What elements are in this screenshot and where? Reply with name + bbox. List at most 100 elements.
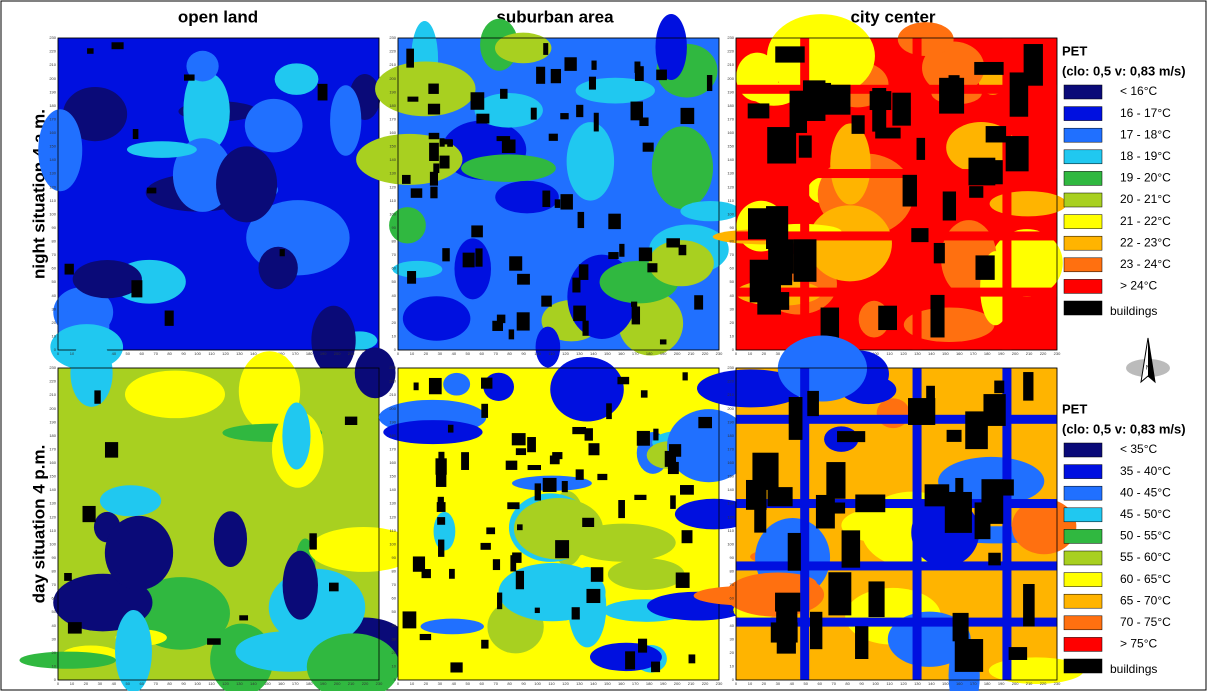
map-axis-tick-label: 150	[942, 681, 949, 686]
building	[826, 462, 845, 499]
building	[597, 474, 607, 480]
map-axis-tick-label: 160	[727, 130, 734, 135]
map-axis-tick-label: 180	[646, 681, 653, 686]
map-patch	[19, 652, 115, 669]
map-axis-tick-label: 150	[604, 681, 611, 686]
legend-label: 65 - 70°C	[1120, 593, 1171, 607]
map-axis-tick-label: 30	[392, 636, 397, 641]
map-axis-tick-label: 160	[618, 681, 625, 686]
building	[541, 296, 552, 307]
column-title: suburban area	[496, 7, 614, 26]
building	[608, 214, 621, 229]
building	[576, 105, 583, 117]
map-axis-tick-label: 140	[590, 681, 597, 686]
building	[911, 228, 928, 242]
map-axis-tick-label: 20	[52, 650, 57, 655]
building	[402, 175, 411, 184]
building	[429, 133, 440, 139]
map-axis-tick-label: 170	[49, 446, 56, 451]
building	[837, 431, 865, 442]
legend-title: PET	[1062, 43, 1087, 58]
building	[579, 264, 589, 280]
building	[638, 639, 647, 653]
map-axis-tick-label: 170	[727, 446, 734, 451]
legend-label: 18 - 19°C	[1120, 149, 1171, 163]
map-axis-tick-label: 80	[507, 681, 512, 686]
building	[930, 295, 944, 338]
map-axis-tick-label: 100	[49, 541, 56, 546]
map-axis-tick-label: 150	[604, 351, 611, 356]
map-axis-tick-label: 150	[727, 474, 734, 479]
building	[618, 500, 625, 518]
map-axis-tick-label: 50	[52, 279, 57, 284]
map-axis-tick-label: 50	[126, 351, 131, 356]
building	[1009, 647, 1028, 660]
map-axis-tick-label: 180	[727, 103, 734, 108]
building	[438, 497, 444, 504]
map-axis-tick-label: 50	[52, 609, 57, 614]
building	[676, 573, 690, 588]
building	[660, 339, 667, 344]
legend-label: 60 - 65°C	[1120, 572, 1171, 586]
map-axis-tick-label: 220	[1040, 351, 1047, 356]
building	[818, 503, 846, 514]
building	[1023, 372, 1033, 401]
map-axis-tick-label: 170	[389, 446, 396, 451]
map-axis-tick-label: 130	[389, 501, 396, 506]
building	[318, 84, 328, 101]
map-axis-tick-label: 180	[984, 351, 991, 356]
map-axis-tick-label: 210	[1026, 681, 1033, 686]
building	[872, 88, 886, 132]
building	[345, 417, 357, 425]
legend-swatch	[1064, 616, 1102, 630]
legend-swatch	[1064, 551, 1102, 565]
map-axis-tick-label: 140	[928, 351, 935, 356]
legend-swatch	[1064, 215, 1102, 229]
map-panel: 0010102020303040405050606070708080909010…	[694, 336, 1084, 691]
map-axis-tick-label: 190	[320, 351, 327, 356]
map-axis-tick-label: 210	[348, 681, 355, 686]
building	[509, 329, 514, 339]
map-axis-tick-label: 100	[389, 541, 396, 546]
map-axis-tick-label: 210	[49, 392, 56, 397]
map-axis-tick-label: 120	[222, 351, 229, 356]
building	[133, 129, 139, 139]
building	[639, 247, 652, 261]
map-axis-tick-label: 90	[859, 681, 864, 686]
building	[666, 238, 680, 247]
building	[535, 483, 541, 500]
map-axis-tick-label: 200	[1012, 681, 1019, 686]
building	[543, 43, 548, 55]
building	[770, 292, 789, 310]
map-axis-tick-label: 0	[735, 351, 738, 356]
legend-swatch	[1064, 193, 1102, 207]
building	[1024, 44, 1043, 86]
building	[535, 608, 540, 613]
map-panel: 0010102020303040405050606070708080909010…	[379, 357, 754, 686]
map-axis-tick-label: 200	[1012, 351, 1019, 356]
legend-swatch	[1064, 301, 1102, 315]
map-axis-tick-label: 140	[928, 681, 935, 686]
legend-swatch	[1064, 150, 1102, 164]
building	[403, 611, 417, 628]
map-axis-tick-label: 200	[334, 681, 341, 686]
legend-subtitle: (clo: 0,5 v: 0,83 m/s)	[1062, 421, 1186, 436]
map-axis-tick-label: 110	[390, 528, 397, 533]
map-patch	[421, 619, 484, 635]
map-axis-tick-label: 90	[392, 225, 397, 230]
building	[64, 573, 72, 581]
map-axis-tick-label: 140	[389, 487, 396, 492]
map-axis-tick-label: 180	[49, 433, 56, 438]
map-axis-tick-label: 20	[730, 320, 735, 325]
map-axis-tick-label: 160	[389, 460, 396, 465]
map-panel: 0010102020303040405050606070708080909010…	[713, 14, 1067, 356]
building	[528, 465, 541, 470]
building	[68, 622, 82, 633]
building	[625, 651, 635, 669]
map-axis-tick-label: 230	[376, 681, 383, 686]
map-axis-tick-label: 10	[70, 681, 75, 686]
map-axis-tick-label: 190	[49, 419, 56, 424]
building	[428, 104, 440, 115]
map-axis-tick-label: 70	[153, 351, 158, 356]
map-patch	[355, 348, 396, 399]
